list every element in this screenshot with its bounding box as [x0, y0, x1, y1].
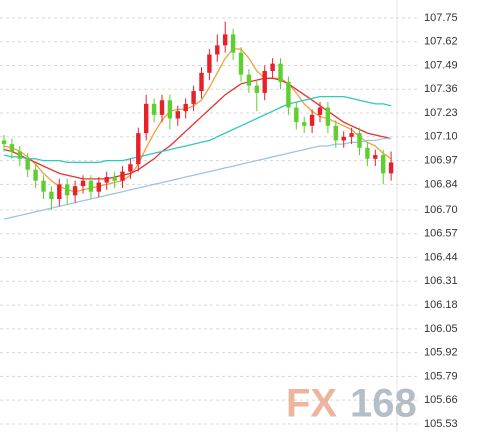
- candle-body: [381, 155, 386, 174]
- candle-body: [159, 100, 165, 115]
- candle-body: [357, 133, 362, 148]
- y-tick-label: 106.84: [424, 178, 458, 190]
- y-tick-label: 106.05: [424, 323, 458, 335]
- candle-body: [317, 107, 323, 115]
- candle-body: [167, 100, 173, 119]
- candle-body: [254, 85, 259, 93]
- candle-body: [230, 34, 236, 53]
- candle-body: [199, 72, 204, 92]
- candle-body: [41, 180, 46, 192]
- candle-body: [207, 54, 212, 73]
- candle-body: [325, 107, 331, 126]
- candle-body: [17, 151, 22, 159]
- candle-body: [72, 186, 78, 196]
- candle-body: [223, 34, 228, 46]
- watermark-number: 168: [350, 382, 417, 426]
- y-tick-label: 106.18: [424, 299, 458, 311]
- candle-body: [175, 111, 180, 119]
- watermark-brand: FX: [286, 382, 337, 426]
- y-tick-label: 107.49: [424, 59, 458, 71]
- candle-body: [341, 136, 346, 141]
- candle-body: [286, 81, 291, 108]
- candle-body: [112, 177, 117, 181]
- candle-body: [80, 180, 86, 187]
- candle-body: [96, 182, 101, 192]
- y-tick-label: 105.92: [424, 347, 458, 359]
- candle-body: [238, 52, 244, 75]
- candle-body: [25, 158, 30, 170]
- candle-body: [262, 70, 267, 93]
- candle-body: [302, 122, 307, 126]
- y-tick-label: 105.66: [424, 394, 458, 406]
- y-tick-label: 106.97: [424, 154, 458, 166]
- candle-body: [349, 133, 354, 137]
- candle-body: [309, 114, 315, 126]
- y-tick-label: 105.53: [424, 418, 458, 430]
- candle-body: [151, 103, 157, 115]
- candle-body: [49, 191, 54, 199]
- candle-body: [294, 107, 299, 123]
- candle-body: [144, 103, 149, 134]
- candle-body: [270, 63, 275, 71]
- y-tick-label: 107.62: [424, 36, 458, 48]
- candle-body: [136, 133, 141, 165]
- grid: [0, 17, 418, 425]
- y-tick-label: 107.75: [424, 12, 458, 24]
- candle-body: [278, 63, 283, 82]
- candle-body: [33, 169, 38, 181]
- candle-body: [88, 180, 94, 192]
- candle-body: [9, 144, 15, 152]
- candle-body: [215, 45, 220, 55]
- candle-body: [65, 184, 70, 196]
- y-tick-label: 106.57: [424, 228, 458, 240]
- candle-body: [104, 177, 109, 183]
- y-tick-label: 106.31: [424, 275, 458, 287]
- candle-body: [1, 140, 7, 145]
- candle-body: [120, 171, 125, 181]
- candles: [1, 21, 394, 210]
- candle-body: [246, 74, 252, 86]
- moving-average-line: [3, 95, 392, 164]
- candle-body: [57, 184, 62, 199]
- y-tick-label: 106.44: [424, 251, 458, 263]
- candle-body: [388, 162, 394, 174]
- y-tick-label: 107.23: [424, 107, 458, 119]
- candle-body: [128, 164, 133, 172]
- y-tick-label: 107.36: [424, 83, 458, 95]
- candle-body: [191, 91, 196, 104]
- candle-body: [183, 103, 188, 112]
- y-tick-label: 105.79: [424, 370, 458, 382]
- y-axis: 107.75 107.62 107.49 107.36 107.23 107.10 106.…: [424, 12, 458, 430]
- y-tick-label: 106.70: [424, 204, 458, 216]
- candle-body: [365, 147, 370, 159]
- candle-body: [373, 155, 378, 159]
- y-tick-label: 107.10: [424, 131, 458, 143]
- candle-body: [333, 125, 338, 141]
- moving-average-line: [3, 137, 392, 220]
